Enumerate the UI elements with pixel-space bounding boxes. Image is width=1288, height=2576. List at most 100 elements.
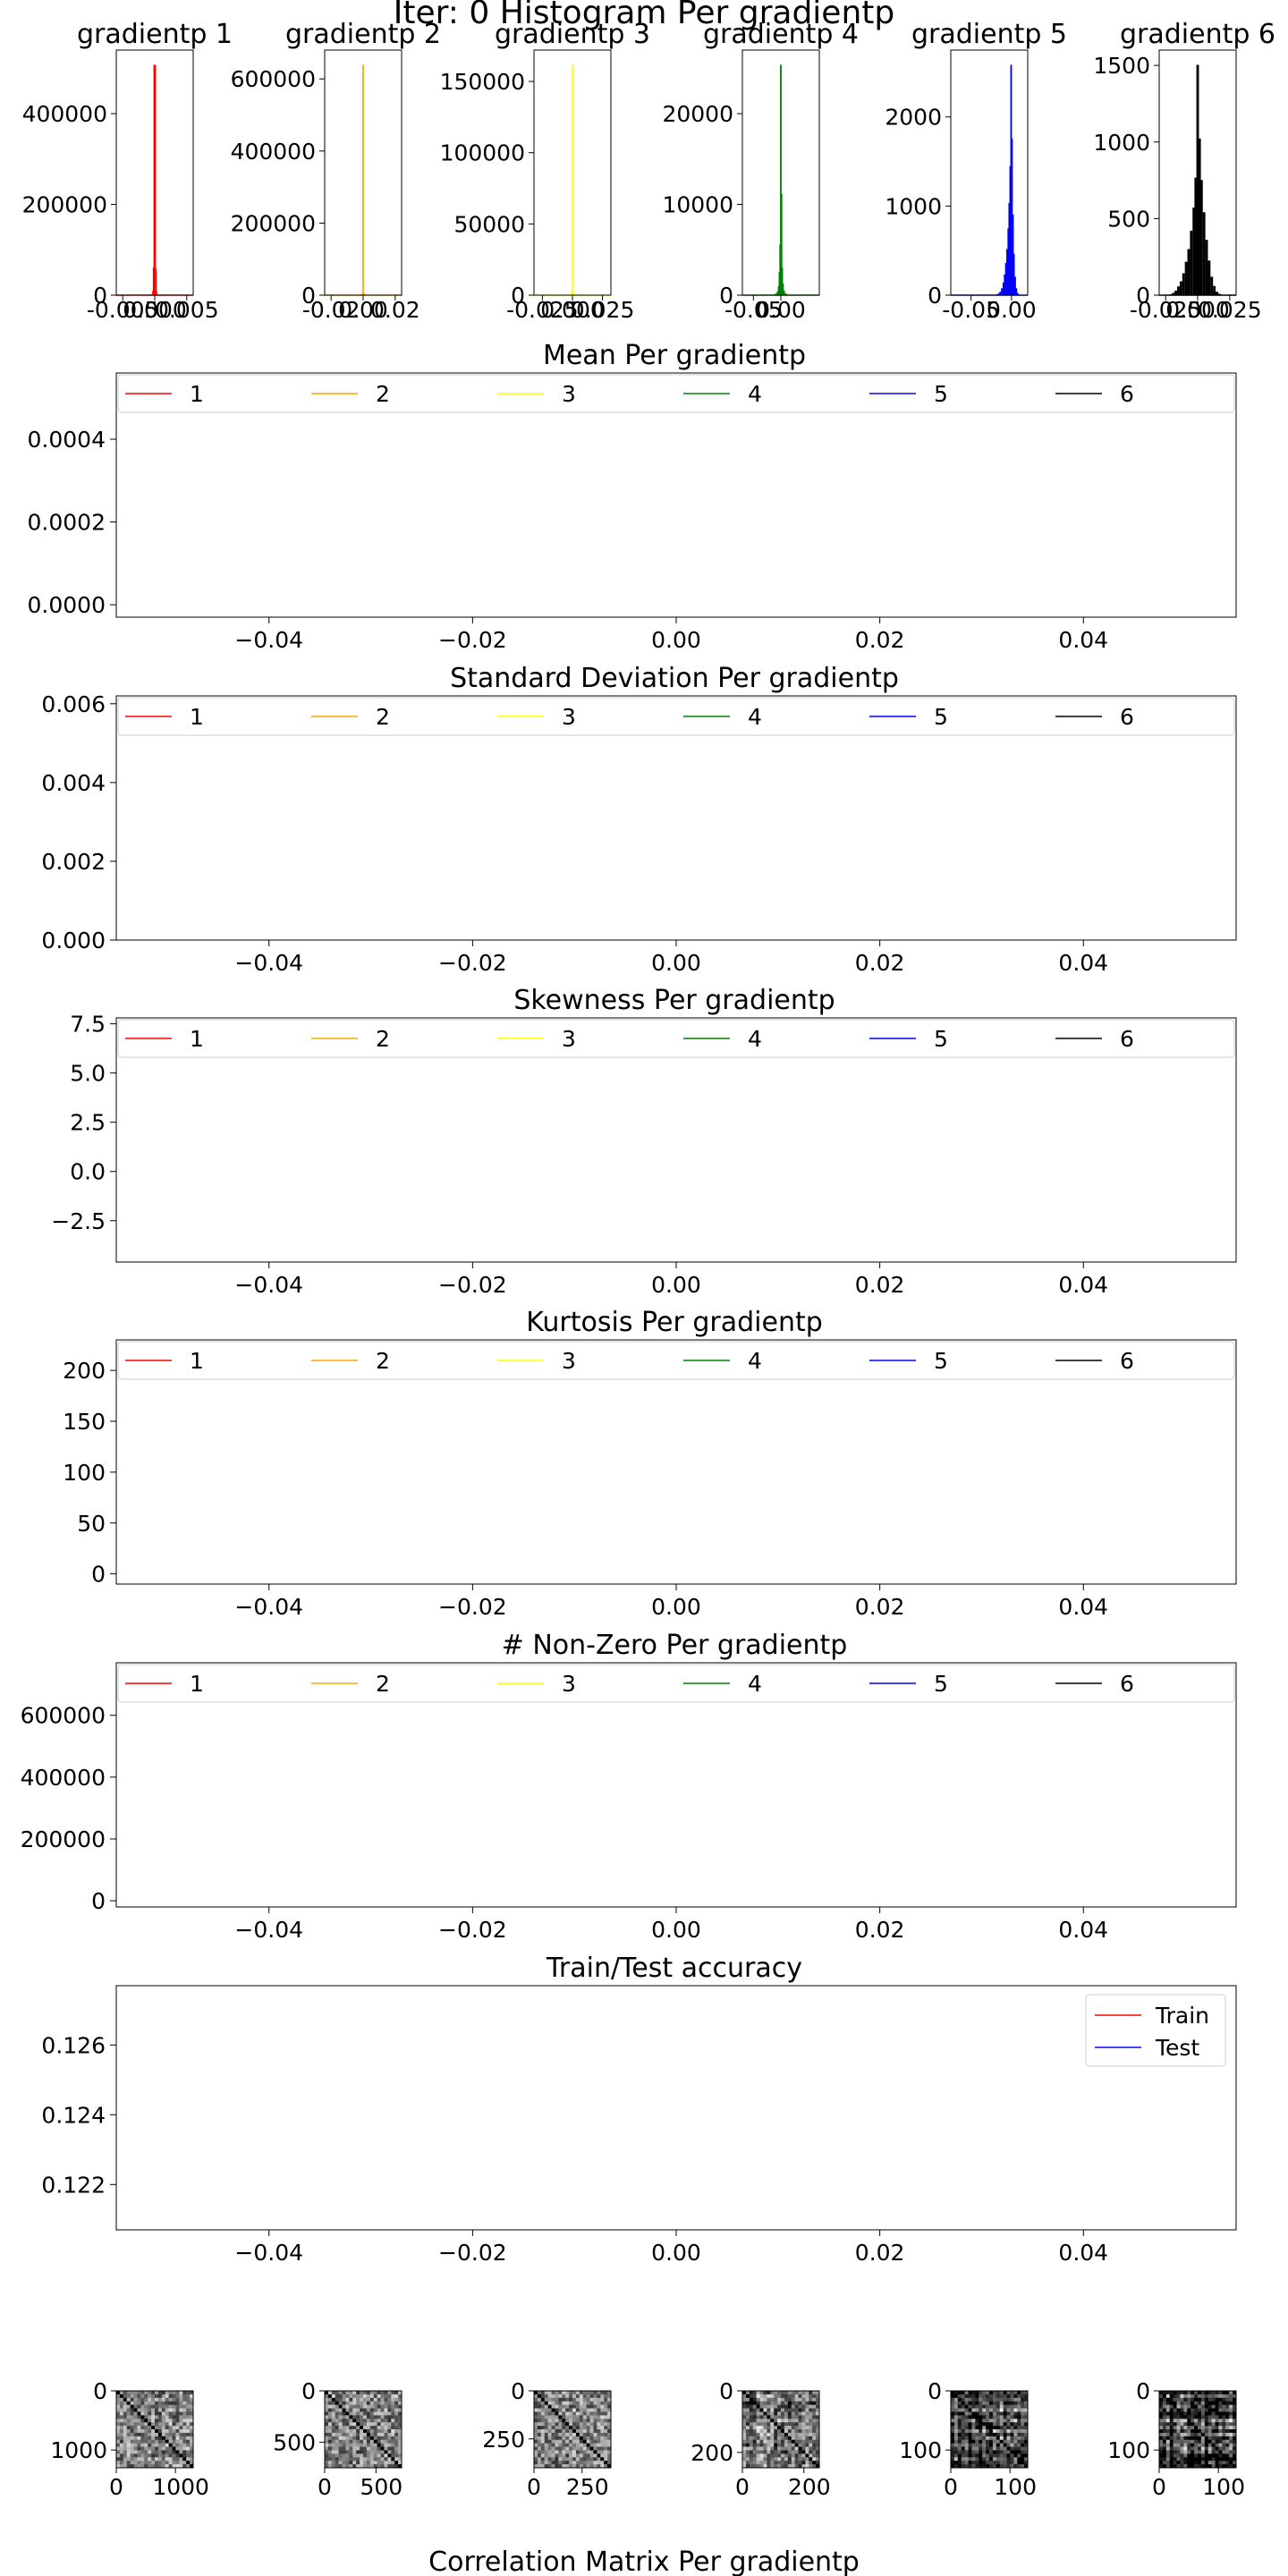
heatmap-cell (144, 2408, 148, 2412)
heatmap-cell (133, 2461, 138, 2465)
heatmap-cell (569, 2426, 573, 2430)
heatmap-cell (1233, 2426, 1237, 2430)
heatmap-cell (1183, 2411, 1188, 2416)
heatmap-cell (600, 2439, 605, 2445)
histogram-bar (999, 292, 1002, 295)
heatmap-cell (342, 2450, 346, 2454)
heatmap-cell (327, 2453, 333, 2458)
heatmap-cell (331, 2457, 336, 2462)
heatmap-cell (356, 2411, 360, 2416)
heatmap-cell (165, 2436, 170, 2441)
heatmap-cell (144, 2404, 148, 2409)
heatmap-cell (989, 2450, 994, 2454)
heatmap-cell (1159, 2394, 1164, 2399)
heatmap-cell (791, 2419, 796, 2423)
heatmap-cell (366, 2461, 371, 2465)
heatmap-cell (586, 2415, 590, 2419)
heatmap-cell (791, 2394, 796, 2399)
heatmap-cell (593, 2429, 597, 2434)
heatmap-cell (989, 2453, 994, 2458)
heatmap-cell (951, 2401, 955, 2406)
heatmap-cell (551, 2415, 555, 2419)
heatmap-cell (182, 2432, 187, 2437)
heatmap-cell (1165, 2415, 1171, 2419)
heatmap-cell (349, 2404, 353, 2409)
heatmap-cell (172, 2411, 176, 2416)
x-tick-label: -0.02 (302, 297, 360, 323)
heatmap-cell (996, 2426, 1001, 2430)
heatmap-cell (1215, 2394, 1219, 2399)
histogram-bar (1007, 228, 1010, 295)
heatmap-cell (155, 2426, 159, 2430)
x-tick-label: -0.05 (942, 297, 1000, 323)
heatmap-cell (1215, 2453, 1219, 2458)
heatmap-cell (551, 2404, 555, 2409)
legend-box (1085, 1994, 1226, 2067)
heatmap-cell (565, 2415, 570, 2419)
heatmap-cell (1013, 2397, 1018, 2402)
heatmap-cell (798, 2394, 802, 2399)
heatmap-cell (979, 2446, 983, 2451)
heatmap-cell (989, 2426, 994, 2430)
heatmap-cell (1187, 2453, 1191, 2458)
heatmap-cell (565, 2419, 570, 2423)
heatmap-cell (168, 2394, 173, 2399)
heatmap-cell (144, 2450, 148, 2454)
heatmap-cell (798, 2436, 802, 2441)
heatmap-cell (1218, 2426, 1223, 2430)
heatmap-cell (1194, 2391, 1199, 2395)
heatmap-cell (133, 2404, 138, 2409)
heatmap-cell (130, 2404, 134, 2409)
histogram-bar (780, 64, 782, 295)
heatmap-cell (777, 2436, 782, 2441)
heatmap-cell (996, 2419, 1001, 2423)
histogram-bar (1213, 285, 1216, 295)
heatmap-cell (1024, 2404, 1029, 2409)
heatmap-cell (1165, 2446, 1171, 2451)
heatmap-cell (366, 2422, 371, 2427)
heatmap-cell (190, 2426, 194, 2430)
heatmap-cell (1162, 2461, 1167, 2465)
heatmap-cell (759, 2443, 764, 2447)
y-tick-label: 500 (1107, 206, 1150, 232)
heatmap-cell (1200, 2453, 1206, 2458)
heatmap-cell (604, 2404, 608, 2409)
heatmap-cell (971, 2443, 976, 2447)
heatmap-cell (1233, 2439, 1237, 2445)
y-tick-label: 0 (1136, 283, 1150, 309)
heatmap-cell (759, 2408, 764, 2412)
heatmap-cell (190, 2432, 194, 2437)
heatmap-cell (579, 2461, 584, 2465)
heatmap-cell (1218, 2439, 1223, 2445)
heatmap-cell (558, 2464, 563, 2469)
heatmap-cell (759, 2404, 764, 2409)
heatmap-cell (119, 2429, 124, 2434)
heatmap-cell (360, 2422, 364, 2427)
heatmap-cell (586, 2439, 590, 2445)
heatmap-cell (1204, 2422, 1209, 2427)
heatmap-cell (356, 2446, 360, 2451)
heatmap-cell (384, 2461, 388, 2465)
heatmap-cell (809, 2429, 813, 2434)
x-tick-label: 0.04 (1058, 950, 1108, 976)
legend-label-test: Test (1155, 2035, 1199, 2061)
heatmap-cell (784, 2461, 789, 2465)
heatmap-cell (1021, 2401, 1025, 2406)
heatmap-cell (168, 2432, 173, 2437)
heatmap-cell (763, 2436, 767, 2441)
heatmap-cell (331, 2436, 336, 2441)
heatmap-cell (325, 2446, 329, 2451)
heatmap-cell (544, 2426, 549, 2430)
histogram-bar (1177, 286, 1180, 295)
y-tick-label: 150000 (440, 69, 525, 95)
heatmap-cell (1021, 2415, 1025, 2419)
heatmap-cell (989, 2411, 994, 2416)
heatmap-cell (366, 2411, 371, 2416)
heatmap-cell (1017, 2419, 1021, 2423)
heatmap-cell (607, 2401, 612, 2406)
heatmap-cell (1200, 2436, 1206, 2441)
x-tick-label: 0 (318, 2474, 332, 2500)
heatmap-cell (349, 2432, 353, 2437)
heatmap-cell (805, 2450, 809, 2454)
heatmap-cell (586, 2450, 590, 2454)
